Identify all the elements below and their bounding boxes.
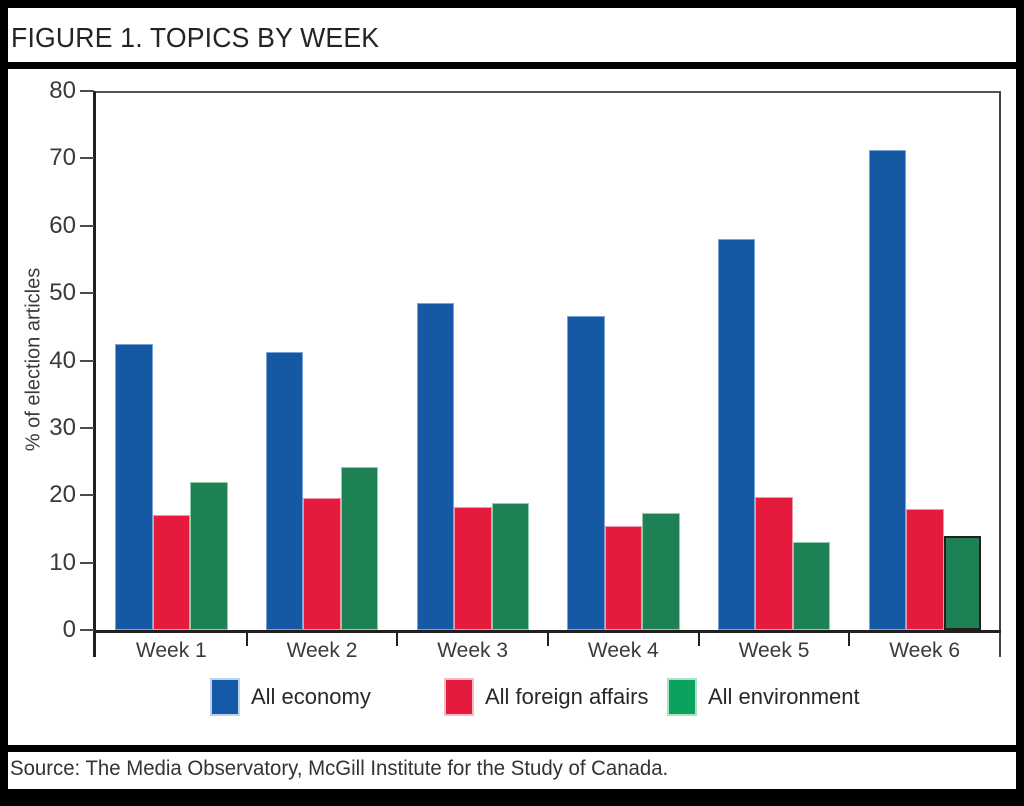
legend-swatch-all-foreign-affairs <box>444 678 474 716</box>
y-tick-label: 0 <box>62 616 76 643</box>
y-tick <box>80 561 94 564</box>
x-axis-separator-tick <box>697 633 700 646</box>
bar-week3-all-economy <box>416 302 455 630</box>
x-axis-label: Week 2 <box>286 639 358 662</box>
y-tick-label: 70 <box>49 144 76 172</box>
y-tick-label: 50 <box>49 279 76 307</box>
y-axis-line <box>93 91 96 657</box>
y-tick-label: 60 <box>49 211 76 239</box>
y-tick <box>80 359 94 362</box>
legend-label-all-foreign-affairs: All foreign affairs <box>485 684 649 709</box>
y-tick-label: 80 <box>49 77 76 104</box>
x-axis-label: Week 5 <box>738 639 810 662</box>
bar-week1-all-environment <box>190 482 228 630</box>
source-rule <box>8 745 1016 752</box>
y-tick <box>80 90 94 92</box>
y-tick <box>80 157 94 160</box>
bar-week3-all-environment <box>491 503 530 630</box>
bar-week5-all-environment <box>792 542 831 630</box>
figure-title: FIGURE 1. TOPICS BY WEEK <box>11 22 380 53</box>
y-tick <box>80 629 94 631</box>
legend-label-all-environment: All environment <box>708 684 860 709</box>
plot-frame-top <box>95 91 1001 93</box>
legend-swatch-all-environment <box>667 678 697 716</box>
x-axis-label: Week 6 <box>889 639 961 662</box>
bar-week6-all-economy <box>868 150 907 630</box>
x-axis-label: Week 1 <box>135 639 207 662</box>
bar-week4-all-economy <box>567 316 605 630</box>
outer-border-bottom <box>0 789 1024 806</box>
bar-week6-all-environment <box>943 535 982 630</box>
outer-border-top <box>0 0 1024 8</box>
x-axis-line <box>93 630 1001 633</box>
x-axis-label: Week 3 <box>437 639 509 662</box>
y-tick-label: 20 <box>49 481 76 509</box>
y-tick <box>80 292 94 295</box>
x-axis-separator-tick <box>245 633 248 646</box>
outer-border-right <box>1016 0 1024 806</box>
bar-week2-all-foreign-affairs <box>303 497 341 630</box>
y-tick <box>80 224 94 227</box>
x-axis-separator-tick <box>396 633 399 646</box>
bar-week5-all-economy <box>717 238 756 630</box>
outer-border-left <box>0 0 8 806</box>
bar-week1-all-foreign-affairs <box>152 514 191 630</box>
plot-frame-right <box>999 91 1001 657</box>
x-axis-separator-tick <box>848 633 851 646</box>
bar-week3-all-foreign-affairs <box>454 506 492 630</box>
bar-week5-all-foreign-affairs <box>755 497 793 630</box>
title-rule <box>8 62 1016 69</box>
y-tick <box>80 426 94 429</box>
y-tick <box>80 494 94 497</box>
y-tick-label: 40 <box>49 346 76 374</box>
bar-week6-all-foreign-affairs <box>906 509 944 630</box>
bar-week2-all-economy <box>265 351 304 630</box>
y-tick-label: 10 <box>49 548 76 576</box>
source-note: Source: The Media Observatory, McGill In… <box>10 757 669 780</box>
bar-week4-all-environment <box>642 513 680 630</box>
legend-label-all-economy: All economy <box>251 684 371 709</box>
x-axis-separator-tick <box>547 633 549 646</box>
x-axis-label: Week 4 <box>587 639 659 662</box>
bar-week1-all-economy <box>115 343 153 630</box>
y-tick-label: 30 <box>49 413 76 441</box>
bar-week2-all-environment <box>340 466 379 630</box>
legend-swatch-all-economy <box>210 678 240 716</box>
bar-week4-all-foreign-affairs <box>604 526 643 630</box>
